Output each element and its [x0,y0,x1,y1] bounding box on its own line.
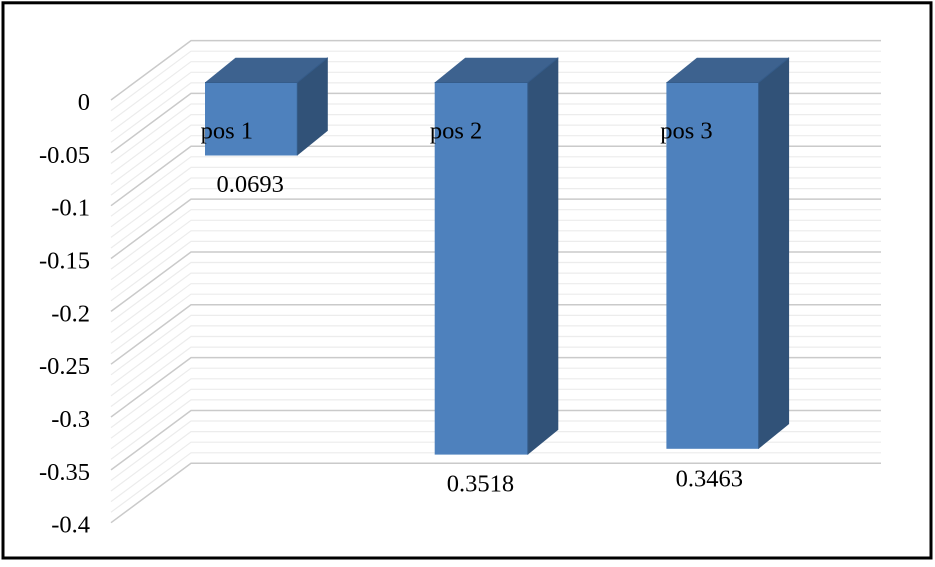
svg-text:pos 1: pos 1 [201,118,253,145]
svg-text:0.3518: 0.3518 [447,470,514,497]
svg-text:-0.35: -0.35 [39,459,90,486]
svg-text:pos 3: pos 3 [660,118,712,145]
svg-text:-0.4: -0.4 [51,512,90,539]
svg-text:-0.25: -0.25 [39,353,90,380]
svg-text:-0.3: -0.3 [51,406,90,433]
svg-text:-0.15: -0.15 [39,248,90,275]
svg-text:-0.1: -0.1 [51,195,90,222]
svg-text:0.0693: 0.0693 [217,171,284,198]
svg-text:0.3463: 0.3463 [676,465,743,492]
svg-text:0: 0 [78,89,90,116]
svg-text:pos 2: pos 2 [430,118,482,145]
svg-text:-0.2: -0.2 [51,300,90,327]
svg-text:-0.05: -0.05 [39,142,90,169]
